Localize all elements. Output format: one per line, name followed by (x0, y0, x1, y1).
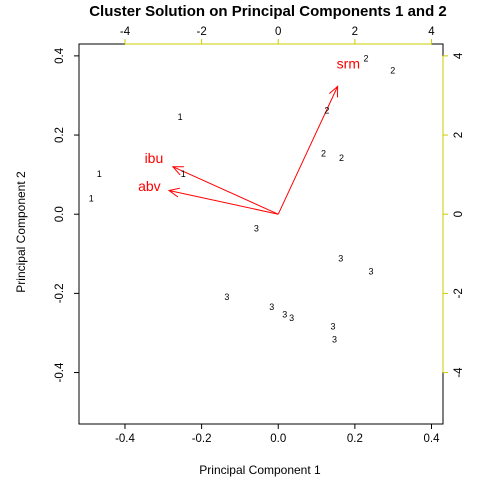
point-cluster-3: 3 (289, 313, 294, 323)
x-tick-label: 0.4 (424, 433, 441, 445)
point-cluster-3: 3 (254, 223, 259, 233)
point-cluster-3: 3 (331, 322, 336, 332)
vector-label-abv: abv (138, 178, 161, 194)
point-cluster-3: 3 (332, 335, 337, 345)
top-tick-label: 4 (428, 26, 435, 38)
y-tick-label: 0.0 (54, 206, 66, 222)
vector-label-srm: srm (337, 55, 360, 71)
top-tick-label: 0 (275, 26, 281, 38)
point-cluster-3: 3 (368, 267, 373, 277)
point-cluster-3: 3 (224, 292, 229, 302)
top-tick-label: -2 (196, 26, 206, 38)
y-axis-label: Principal Component 2 (14, 171, 28, 293)
x-tick-label: -0.4 (115, 433, 135, 445)
point-cluster-2: 2 (363, 53, 368, 63)
point-cluster-3: 3 (269, 302, 274, 312)
chart-title: Cluster Solution on Principal Components… (89, 3, 447, 20)
point-cluster-2: 2 (324, 106, 329, 116)
right-tick-label: -2 (453, 288, 465, 298)
point-cluster-3: 3 (282, 309, 287, 319)
plot-frame (78, 43, 444, 425)
top-tick-label: -4 (120, 26, 131, 38)
vector-ibu (172, 166, 279, 215)
x-axis-label: Principal Component 1 (199, 463, 321, 477)
point-cluster-1: 1 (181, 169, 186, 179)
vector-label-ibu: ibu (145, 150, 164, 166)
vector-abv-arrowhead (167, 187, 180, 198)
point-cluster-2: 2 (339, 153, 344, 163)
x-tick-label: -0.2 (192, 433, 212, 445)
point-cluster-2: 2 (390, 66, 395, 76)
vector-abv (168, 189, 279, 215)
point-cluster-1: 1 (178, 112, 183, 122)
y-tick-label: 0.4 (54, 47, 66, 64)
x-tick-label: 0.2 (347, 433, 363, 445)
y-tick-label: 0.2 (54, 127, 66, 143)
right-tick-label: 0 (453, 211, 465, 217)
y-tick-label: -0.4 (54, 362, 66, 382)
vector-srm-arrowhead (329, 85, 339, 98)
point-cluster-1: 1 (89, 193, 94, 203)
vector-ibu-arrowhead (171, 166, 184, 176)
vector-srm (277, 86, 339, 215)
y-tick-label: -0.2 (54, 283, 66, 303)
right-tick-label: 4 (453, 52, 465, 59)
point-cluster-2: 2 (321, 148, 326, 158)
right-tick-label: -4 (453, 367, 465, 378)
point-cluster-3: 3 (338, 254, 343, 264)
x-tick-label: 0.0 (270, 433, 286, 445)
right-tick-label: 2 (453, 132, 465, 138)
point-cluster-1: 1 (97, 169, 102, 179)
top-tick-label: 2 (352, 26, 358, 38)
